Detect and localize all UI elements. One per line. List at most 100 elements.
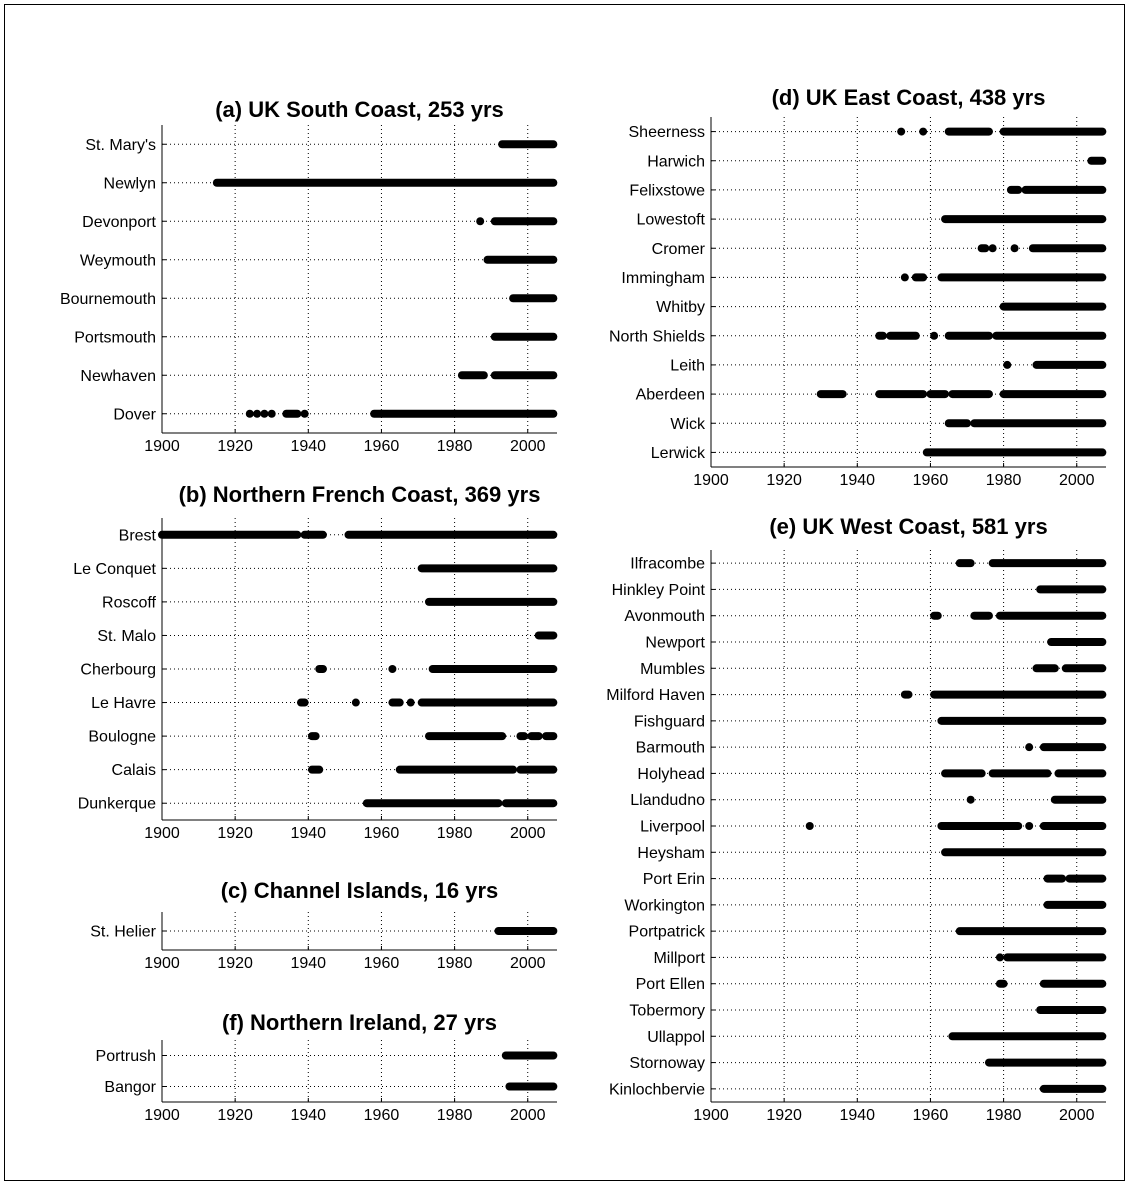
x-tick-label: 2000 xyxy=(510,825,546,842)
station-label: Felixstowe xyxy=(629,182,705,199)
station-label: Hinkley Point xyxy=(612,582,706,599)
x-tick-label: 1940 xyxy=(290,955,326,972)
x-tick-label: 1960 xyxy=(364,825,400,842)
x-tick-label: 1920 xyxy=(217,825,253,842)
station-label: Le Havre xyxy=(91,695,156,712)
station-label: Wick xyxy=(670,416,706,433)
record-point xyxy=(995,953,1004,962)
station-label: Sheerness xyxy=(629,124,706,141)
station-label: Ilfracombe xyxy=(630,556,705,573)
x-tick-label: 1960 xyxy=(913,1107,949,1124)
station-label: Liverpool xyxy=(640,819,705,836)
x-tick-label: 1940 xyxy=(839,1107,875,1124)
panel-title-e: (e) UK West Coast, 581 yrs xyxy=(769,514,1047,539)
x-tick-label: 1940 xyxy=(290,825,326,842)
station-label: Portsmouth xyxy=(74,329,156,346)
x-tick-label: 1920 xyxy=(766,1107,802,1124)
record-point xyxy=(1025,743,1034,752)
station-label: Port Ellen xyxy=(636,976,705,993)
x-tick-label: 2000 xyxy=(1059,1107,1095,1124)
x-tick-label: 1900 xyxy=(144,1107,180,1124)
x-tick-label: 2000 xyxy=(510,438,546,455)
panel-title-b: (b) Northern French Coast, 369 yrs xyxy=(179,482,541,507)
record-point xyxy=(988,244,997,253)
tide-gauge-records-figure: (a) UK South Coast, 253 yrs 1900 1920 1940 1… xyxy=(60,85,1107,1124)
record-point xyxy=(966,795,975,804)
station-label: Roscoff xyxy=(102,594,157,611)
record-point xyxy=(267,409,276,418)
station-label: Le Conquet xyxy=(73,561,156,578)
station-label: Heysham xyxy=(637,845,705,862)
station-label: St. Helier xyxy=(90,924,156,941)
station-label: Newport xyxy=(645,635,705,652)
station-label: Calais xyxy=(112,762,156,779)
panel-title-a: (a) UK South Coast, 253 yrs xyxy=(215,97,504,122)
record-point xyxy=(1010,244,1019,253)
record-point xyxy=(900,273,909,282)
station-label: Bangor xyxy=(104,1079,156,1096)
station-label: Barmouth xyxy=(636,740,705,757)
x-tick-label: 1980 xyxy=(437,1107,473,1124)
x-tick-label: 1960 xyxy=(913,472,949,489)
station-label: Aberdeen xyxy=(636,387,705,404)
station-label: Portrush xyxy=(96,1048,156,1065)
station-label: Immingham xyxy=(621,270,705,287)
x-tick-label: 2000 xyxy=(510,955,546,972)
x-tick-label: 1980 xyxy=(986,472,1022,489)
station-label: Mumbles xyxy=(640,661,705,678)
station-label: St. Mary's xyxy=(85,137,156,154)
station-label: Bournemouth xyxy=(60,291,156,308)
x-tick-label: 1940 xyxy=(839,472,875,489)
station-label: Whitby xyxy=(656,299,705,316)
x-tick-label: 1920 xyxy=(217,1107,253,1124)
station-label: Weymouth xyxy=(80,252,156,269)
record-point xyxy=(476,217,485,226)
station-label: Boulogne xyxy=(88,729,156,746)
station-label: St. Malo xyxy=(97,628,156,645)
x-tick-label: 1900 xyxy=(144,438,180,455)
station-label: Avonmouth xyxy=(624,608,705,625)
x-tick-label: 2000 xyxy=(1059,472,1095,489)
station-label: Dover xyxy=(113,406,156,423)
station-label: Port Erin xyxy=(643,871,705,888)
panel-title-c: (c) Channel Islands, 16 yrs xyxy=(221,878,499,903)
x-tick-label: 1980 xyxy=(437,825,473,842)
station-label: Lowestoft xyxy=(637,212,706,229)
x-tick-label: 1980 xyxy=(437,955,473,972)
x-tick-label: 1960 xyxy=(364,955,400,972)
record-point xyxy=(1003,360,1012,369)
figure-frame: (a) UK South Coast, 253 yrs 1900 1920 1940 1… xyxy=(4,4,1125,1181)
station-label: Lerwick xyxy=(651,445,706,462)
record-point xyxy=(388,665,397,673)
station-label: Fishguard xyxy=(634,713,705,730)
x-tick-label: 2000 xyxy=(510,1107,546,1124)
station-label: Ullappol xyxy=(647,1029,705,1046)
station-label: Leith xyxy=(670,357,705,374)
station-label: Tobermory xyxy=(629,1003,705,1020)
station-label: Harwich xyxy=(647,153,705,170)
x-tick-label: 1960 xyxy=(364,438,400,455)
record-point xyxy=(300,409,309,418)
station-label: Kinlochbervie xyxy=(609,1081,705,1098)
x-tick-label: 1900 xyxy=(144,955,180,972)
station-label: Devonport xyxy=(82,214,156,231)
panel-title-f: (f) Northern Ireland, 27 yrs xyxy=(222,1010,497,1035)
station-label: Newlyn xyxy=(104,175,156,192)
x-tick-label: 1900 xyxy=(693,1107,729,1124)
x-tick-label: 1960 xyxy=(364,1107,400,1124)
x-tick-label: 1920 xyxy=(217,955,253,972)
x-tick-label: 1900 xyxy=(693,472,729,489)
station-label: Workington xyxy=(624,897,705,914)
record-point xyxy=(805,822,814,830)
station-label: Stornoway xyxy=(629,1055,705,1072)
x-tick-label: 1920 xyxy=(217,438,253,455)
station-label: Newhaven xyxy=(80,368,156,385)
station-label: Milford Haven xyxy=(606,687,705,704)
x-tick-label: 1980 xyxy=(437,438,473,455)
station-label: North Shields xyxy=(609,328,705,345)
station-label: Millport xyxy=(653,950,705,967)
x-tick-label: 1920 xyxy=(766,472,802,489)
record-point xyxy=(406,698,415,707)
station-label: Cherbourg xyxy=(80,662,156,679)
x-tick-label: 1900 xyxy=(144,825,180,842)
